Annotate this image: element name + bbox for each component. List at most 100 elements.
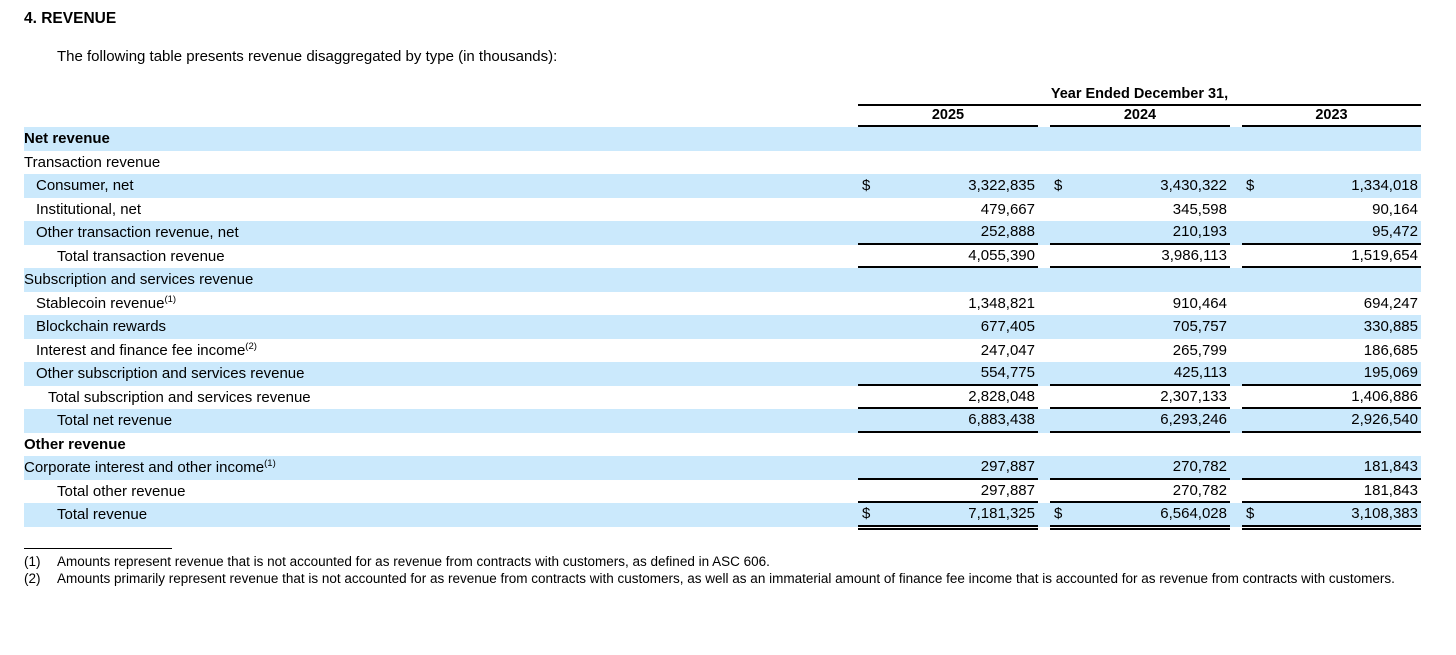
cell-value: 186,685 <box>1363 341 1418 359</box>
column-gap <box>1230 151 1242 175</box>
cell-value: 195,069 <box>1363 364 1418 382</box>
value-cell: $7,181,325 <box>858 503 1038 529</box>
cell-value: 252,888 <box>980 223 1035 241</box>
value-cell: $6,564,028 <box>1050 503 1230 529</box>
value-cell <box>1050 268 1230 292</box>
value-cell: 270,782 <box>1050 480 1230 503</box>
cell-value: 330,885 <box>1363 318 1418 336</box>
cell-value: 705,757 <box>1172 318 1227 336</box>
value-cell: 1,406,886 <box>1242 386 1421 409</box>
row-label: Institutional, net <box>36 200 142 218</box>
cell-value: 910,464 <box>1172 294 1227 312</box>
value-cell: 694,247 <box>1242 292 1421 316</box>
value-cell <box>1050 433 1230 457</box>
column-gap <box>1038 221 1050 245</box>
cell-value: 210,193 <box>1172 223 1227 241</box>
cell-value: 247,047 <box>980 341 1035 359</box>
column-gap <box>1038 409 1050 433</box>
table-row: Total subscription and services revenue 2… <box>24 386 1421 410</box>
table-row: Total net revenue 6,883,438 6,293,246 2,926… <box>24 409 1421 433</box>
currency-symbol: $ <box>1246 177 1255 195</box>
value-cell: 186,685 <box>1242 339 1421 363</box>
value-cell <box>1242 127 1421 151</box>
cell-value: 181,843 <box>1363 481 1418 499</box>
value-cell: 910,464 <box>1050 292 1230 316</box>
cell-value: 270,782 <box>1172 481 1227 499</box>
value-cell: $3,430,322 <box>1050 174 1230 198</box>
column-gap <box>1038 245 1050 269</box>
table-row: Subscription and services revenue <box>24 268 1421 292</box>
column-gap <box>1038 433 1050 457</box>
value-cell: 181,843 <box>1242 456 1421 480</box>
cell-value: 1,406,886 <box>1351 387 1418 405</box>
value-cell: 3,986,113 <box>1050 245 1230 268</box>
column-gap <box>1230 198 1242 222</box>
column-gap <box>1230 221 1242 245</box>
footnote-text: Amounts primarily represent revenue that… <box>57 571 1395 586</box>
cell-value: 95,472 <box>1372 223 1418 241</box>
value-cell <box>858 151 1038 175</box>
column-gap <box>1038 174 1050 198</box>
cell-value: 1,348,821 <box>968 294 1035 312</box>
column-gap <box>1038 503 1050 527</box>
cell-value: 2,926,540 <box>1351 411 1418 429</box>
column-gap <box>1038 386 1050 410</box>
cell-value: 6,293,246 <box>1160 411 1227 429</box>
footnote: (1) Amounts represent revenue that is no… <box>24 554 1421 570</box>
currency-symbol: $ <box>1054 505 1063 523</box>
value-cell: 345,598 <box>1050 198 1230 222</box>
value-cell: 90,164 <box>1242 198 1421 222</box>
column-gap <box>1230 433 1242 457</box>
cell-value: 3,986,113 <box>1161 246 1227 264</box>
value-cell: 479,667 <box>858 198 1038 222</box>
cell-value: 270,782 <box>1172 458 1227 476</box>
value-cell <box>1050 127 1230 151</box>
cell-value: 554,775 <box>980 364 1035 382</box>
value-cell: 2,926,540 <box>1242 409 1421 433</box>
currency-symbol: $ <box>1246 505 1255 523</box>
column-gap <box>1230 339 1242 363</box>
value-cell: 6,293,246 <box>1050 409 1230 433</box>
column-gap <box>1230 127 1242 151</box>
row-label: Total transaction revenue <box>57 247 225 265</box>
cell-value: 7,181,325 <box>968 505 1035 523</box>
value-cell: 210,193 <box>1050 221 1230 245</box>
value-cell: $3,322,835 <box>858 174 1038 198</box>
row-label: Net revenue <box>24 130 110 148</box>
table-row: Total other revenue 297,887 270,782 181,843 <box>24 480 1421 503</box>
footnotes-section: (1) Amounts represent revenue that is no… <box>24 548 1421 588</box>
row-label: Corporate interest and other income(1) <box>24 458 276 477</box>
column-gap <box>1230 245 1242 269</box>
value-cell <box>858 127 1038 151</box>
table-row: Other subscription and services revenue 5… <box>24 362 1421 386</box>
cell-value: 181,843 <box>1363 458 1418 476</box>
table-row: Total transaction revenue 4,055,390 3,986,… <box>24 245 1421 269</box>
value-cell <box>1242 433 1421 457</box>
header-spacer <box>24 86 858 106</box>
currency-symbol: $ <box>1054 177 1063 195</box>
row-label: Total subscription and services revenue <box>48 388 311 406</box>
footnote-ref: (1) <box>164 293 177 305</box>
value-cell: 677,405 <box>858 315 1038 339</box>
cell-value: 3,322,835 <box>968 177 1035 195</box>
cell-value: 4,055,390 <box>968 246 1035 264</box>
row-label: Other transaction revenue, net <box>36 224 239 242</box>
row-label: Total other revenue <box>57 482 186 500</box>
table-row: Net revenue <box>24 127 1421 151</box>
column-header-2023: 2023 <box>1242 106 1421 127</box>
cell-value: 2,307,133 <box>1160 387 1227 405</box>
value-cell: 265,799 <box>1050 339 1230 363</box>
table-header-period: Year Ended December 31, <box>858 86 1421 106</box>
cell-value: 6,564,028 <box>1160 505 1227 523</box>
cell-value: 1,519,654 <box>1351 246 1418 264</box>
value-cell: 1,519,654 <box>1242 245 1421 268</box>
column-gap <box>1038 106 1050 127</box>
row-label: Interest and finance fee income(2) <box>36 340 257 359</box>
row-label: Other subscription and services revenue <box>36 365 305 383</box>
column-header-2024: 2024 <box>1050 106 1230 127</box>
value-cell: 297,887 <box>858 480 1038 503</box>
footnote-marker: (2) <box>24 571 41 586</box>
column-gap <box>1230 386 1242 410</box>
value-cell: 2,307,133 <box>1050 386 1230 409</box>
